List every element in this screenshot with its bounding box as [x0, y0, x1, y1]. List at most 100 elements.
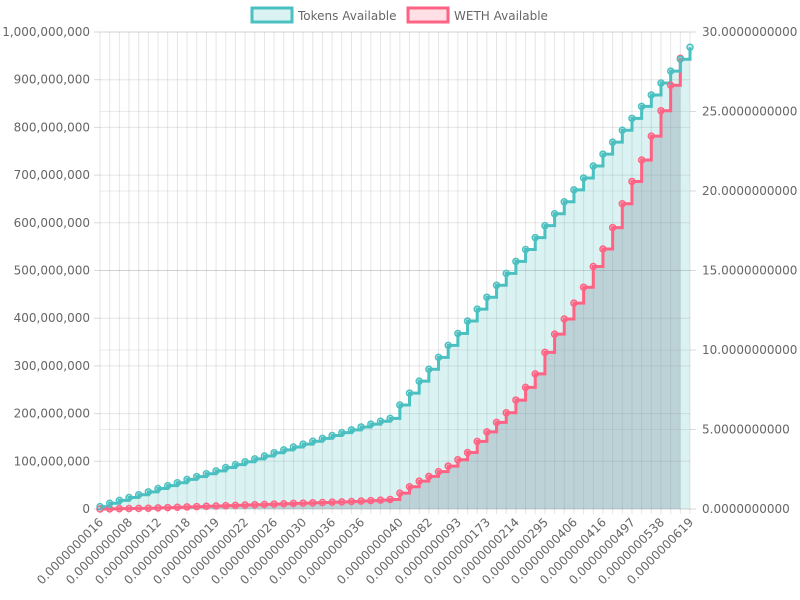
data-point-weth[interactable] [289, 499, 298, 508]
data-point-tokens[interactable] [512, 257, 520, 266]
data-point-weth[interactable] [241, 501, 249, 509]
legend-item-tokens[interactable]: Tokens Available [250, 6, 397, 24]
data-point-tokens[interactable] [541, 221, 549, 230]
data-point-weth[interactable] [579, 283, 588, 291]
data-point-weth[interactable] [531, 370, 539, 378]
data-point-weth[interactable] [309, 499, 317, 507]
data-point-tokens[interactable] [125, 493, 133, 502]
data-point-tokens[interactable] [608, 138, 617, 146]
data-point-tokens[interactable] [386, 414, 394, 423]
data-point-tokens[interactable] [144, 488, 153, 496]
data-point-tokens[interactable] [444, 341, 452, 350]
data-point-tokens[interactable] [231, 460, 240, 469]
chart-legend[interactable]: Tokens Available WETH Available [250, 6, 548, 24]
data-point-weth[interactable] [328, 498, 336, 506]
data-point-weth[interactable] [463, 448, 472, 457]
data-point-weth[interactable] [483, 428, 491, 436]
data-point-weth[interactable] [570, 299, 578, 307]
data-point-tokens[interactable] [637, 102, 646, 111]
data-point-weth[interactable] [163, 503, 172, 512]
data-point-tokens[interactable] [570, 186, 578, 194]
data-point-weth[interactable] [434, 467, 443, 476]
data-point-tokens[interactable] [299, 440, 307, 448]
data-point-weth[interactable] [144, 504, 153, 512]
data-point-tokens[interactable] [251, 455, 259, 463]
data-point-weth[interactable] [396, 489, 404, 497]
data-point-weth[interactable] [173, 503, 182, 512]
data-point-weth[interactable] [521, 383, 530, 392]
data-point-tokens[interactable] [280, 446, 288, 454]
data-point-weth[interactable] [473, 437, 481, 446]
data-point-tokens[interactable] [338, 428, 346, 437]
data-point-tokens[interactable] [347, 426, 356, 434]
data-point-weth[interactable] [154, 504, 162, 512]
data-point-tokens[interactable] [396, 401, 404, 409]
data-point-tokens[interactable] [405, 389, 414, 397]
data-point-weth[interactable] [608, 223, 617, 232]
data-point-tokens[interactable] [367, 420, 375, 428]
data-point-tokens[interactable] [473, 305, 481, 313]
data-point-tokens[interactable] [647, 91, 656, 99]
data-point-weth[interactable] [231, 501, 240, 510]
data-point-weth[interactable] [357, 497, 365, 505]
data-point-weth[interactable] [589, 262, 598, 271]
data-point-weth[interactable] [202, 502, 211, 511]
data-point-weth[interactable] [386, 495, 394, 504]
data-point-tokens[interactable] [134, 490, 143, 499]
data-point-weth[interactable] [376, 496, 385, 504]
data-point-weth[interactable] [260, 500, 269, 509]
data-point-weth[interactable] [541, 348, 549, 357]
data-point-tokens[interactable] [221, 463, 230, 472]
data-point-tokens[interactable] [173, 479, 182, 487]
data-point-weth[interactable] [492, 418, 501, 427]
data-point-tokens[interactable] [183, 475, 191, 484]
data-point-weth[interactable] [115, 504, 124, 513]
data-point-tokens[interactable] [666, 67, 675, 75]
data-point-tokens[interactable] [531, 233, 539, 242]
data-point-tokens[interactable] [289, 443, 298, 451]
data-point-tokens[interactable] [502, 269, 510, 278]
data-point-weth[interactable] [628, 177, 636, 186]
data-point-weth[interactable] [134, 504, 143, 513]
data-point-tokens[interactable] [357, 423, 365, 431]
data-point-tokens[interactable] [309, 437, 317, 446]
legend-item-weth[interactable]: WETH Available [406, 6, 548, 24]
data-point-weth[interactable] [657, 106, 665, 115]
data-point-tokens[interactable] [154, 484, 162, 493]
data-point-tokens[interactable] [628, 114, 636, 123]
data-point-weth[interactable] [444, 462, 452, 470]
data-point-weth[interactable] [299, 499, 307, 507]
data-point-weth[interactable] [502, 409, 510, 417]
data-point-tokens[interactable] [260, 452, 269, 460]
data-point-weth[interactable] [270, 500, 278, 508]
data-point-tokens[interactable] [96, 502, 104, 511]
data-point-weth[interactable] [550, 330, 559, 338]
data-point-tokens[interactable] [318, 434, 327, 443]
data-point-tokens[interactable] [657, 79, 665, 87]
data-point-weth[interactable] [666, 81, 675, 90]
data-point-weth[interactable] [212, 502, 220, 510]
data-point-tokens[interactable] [550, 209, 559, 218]
data-point-tokens[interactable] [192, 472, 201, 481]
data-point-tokens[interactable] [105, 499, 114, 508]
data-point-weth[interactable] [618, 199, 627, 208]
data-point-weth[interactable] [425, 472, 433, 481]
data-point-tokens[interactable] [376, 417, 385, 425]
data-point-tokens[interactable] [589, 162, 598, 170]
data-point-tokens[interactable] [270, 448, 278, 457]
data-point-tokens[interactable] [425, 365, 433, 373]
data-point-weth[interactable] [637, 156, 646, 164]
data-point-tokens[interactable] [618, 126, 627, 135]
data-point-weth[interactable] [560, 315, 569, 323]
data-point-weth[interactable] [454, 455, 462, 464]
data-point-tokens[interactable] [415, 377, 423, 385]
data-point-weth[interactable] [280, 500, 288, 508]
data-point-weth[interactable] [192, 502, 201, 511]
data-point-tokens[interactable] [521, 245, 530, 254]
data-point-tokens[interactable] [579, 174, 588, 182]
data-point-tokens[interactable] [463, 317, 472, 325]
data-point-weth[interactable] [183, 503, 191, 511]
data-point-tokens[interactable] [212, 467, 220, 475]
data-point-weth[interactable] [221, 501, 230, 510]
data-point-weth[interactable] [415, 477, 423, 485]
